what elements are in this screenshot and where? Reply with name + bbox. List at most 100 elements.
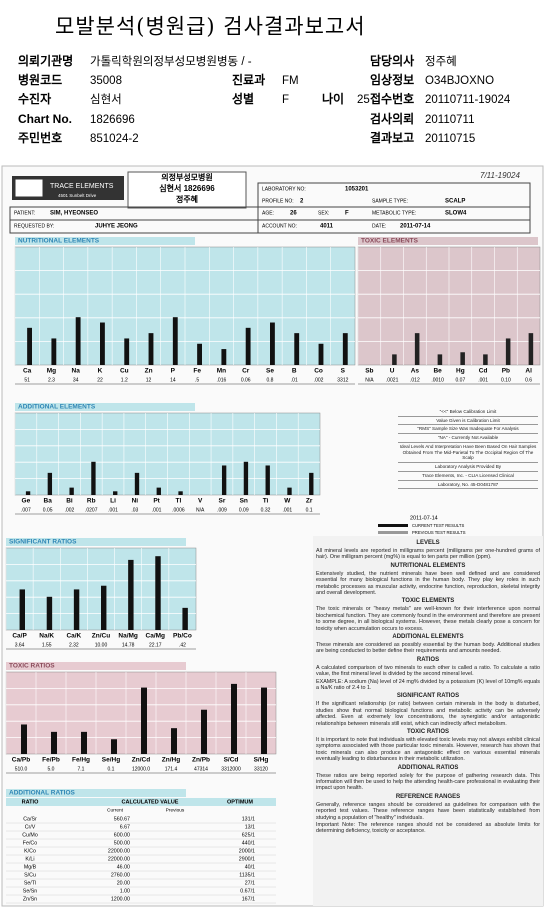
- field-value: 정주혜: [425, 55, 457, 68]
- field-label: 임상정보: [370, 72, 414, 87]
- element-value: 3312000: [221, 766, 241, 772]
- bar: [270, 322, 275, 365]
- bar: [73, 589, 80, 630]
- element-value: .0006: [172, 507, 185, 513]
- section-title-bar: [6, 538, 186, 546]
- field-value: 20110715: [425, 133, 475, 145]
- field-value: 심현서: [90, 93, 122, 106]
- element-value: 0.07: [456, 377, 466, 383]
- section-title: ADDITIONAL ELEMENTS: [18, 404, 96, 411]
- section-title: TOXIC RATIOS: [9, 663, 55, 670]
- note-heading: TOXIC ELEMENTS: [401, 598, 455, 605]
- bar: [100, 322, 105, 365]
- info-label: SAMPLE TYPE:: [372, 198, 408, 204]
- legend-line: "<<" Below Calibration Limit: [398, 408, 538, 417]
- bar: [111, 739, 117, 754]
- element-value: .03: [131, 507, 138, 513]
- field-label: 병원코드: [18, 72, 62, 87]
- bar: [148, 333, 154, 365]
- element-value: 12000.0: [132, 766, 150, 772]
- field-label: 의뢰기관명: [18, 53, 73, 68]
- bar: [243, 461, 249, 495]
- table-cell: 1200.00: [111, 896, 130, 902]
- bar: [201, 709, 207, 754]
- element-label: B: [292, 368, 297, 375]
- bar: [414, 333, 420, 365]
- note-heading: ADDITIONAL RATIOS: [397, 764, 459, 771]
- element-label: Na: [72, 368, 81, 375]
- info-label: DATE:: [372, 223, 386, 229]
- bar: [124, 338, 130, 365]
- info-label: LABORATORY NO:: [262, 186, 306, 192]
- table-cell: Mg/B: [24, 864, 37, 870]
- table-cell: 13/1: [245, 824, 255, 830]
- element-label: Fe/Pb: [42, 757, 60, 764]
- bar: [172, 317, 178, 365]
- element-label: Zr: [306, 498, 313, 505]
- element-label: Ge: [22, 498, 31, 505]
- element-label: Zn/Cd: [132, 757, 150, 764]
- note-heading: REFERENCE RANGES: [395, 793, 461, 800]
- note-heading: RATIOS: [416, 656, 440, 663]
- element-value: 14: [170, 377, 176, 383]
- table-cell: 40/1: [245, 864, 255, 870]
- table-cell: Cr/V: [25, 824, 36, 830]
- element-label: P: [171, 368, 176, 375]
- element-label: Ca/Mg: [146, 633, 166, 640]
- info-label: ACCOUNT NO:: [262, 223, 297, 229]
- bar: [261, 687, 267, 754]
- element-label: Be: [433, 368, 442, 375]
- bar: [182, 607, 188, 630]
- current-label: CURRENT TEST RESULTS: [412, 523, 464, 528]
- bar: [221, 465, 227, 495]
- bar: [75, 317, 81, 365]
- element-label: W: [284, 498, 291, 505]
- table-cell: 22000.00: [108, 856, 130, 862]
- bar: [318, 343, 324, 365]
- element-label: V: [198, 498, 203, 505]
- element-value: 3312: [337, 377, 348, 383]
- table-subcolumn: Previous: [166, 807, 185, 813]
- table-cell: Se/Tl: [24, 880, 36, 886]
- element-label: Ni: [132, 498, 139, 505]
- note-heading: LEVELS: [416, 540, 440, 546]
- lab-logo-inner: [14, 178, 44, 198]
- table-cell: 560.67: [114, 816, 130, 822]
- bar: [392, 354, 397, 365]
- element-value: .42: [179, 642, 186, 648]
- bar: [294, 333, 300, 365]
- element-label: K: [98, 368, 103, 375]
- info-value: 26: [290, 211, 297, 217]
- bar: [245, 327, 251, 365]
- section-title: NUTRITIONAL ELEMENTS: [18, 238, 100, 245]
- info-value: SIM, HYEONSEO: [50, 211, 98, 217]
- element-label: Pb: [502, 368, 510, 375]
- element-value: 14.78: [122, 642, 135, 648]
- element-label: Ca: [23, 368, 32, 375]
- table-cell: 2760.00: [111, 872, 130, 878]
- bar: [27, 327, 32, 365]
- element-value: .012: [410, 377, 420, 383]
- element-value: 22: [97, 377, 103, 383]
- element-label: Mg: [47, 368, 56, 375]
- field-value: 35008: [90, 75, 122, 87]
- table-cell: 27/1: [245, 880, 255, 886]
- element-label: Pb/Co: [173, 633, 192, 640]
- title: 모발분석(병원급) 검사결과보고서: [55, 15, 366, 39]
- info-label: METABOLIC TYPE:: [372, 210, 416, 216]
- element-value: 0.1: [108, 766, 115, 772]
- field-value: F: [282, 94, 289, 106]
- bar: [25, 491, 31, 495]
- table-cell: 600.00: [114, 832, 130, 838]
- bar: [437, 354, 443, 365]
- element-value: 3.64: [15, 642, 25, 648]
- lab-address: 4501 Sunbelt Drive: [58, 193, 97, 198]
- bar: [141, 687, 147, 754]
- element-label: U: [390, 368, 395, 375]
- bar: [460, 352, 465, 365]
- element-value: 1.55: [42, 642, 52, 648]
- field-value: FM: [282, 75, 299, 87]
- element-label: Zn: [145, 368, 153, 375]
- bar: [156, 487, 161, 495]
- table-cell: 46.00: [117, 864, 130, 870]
